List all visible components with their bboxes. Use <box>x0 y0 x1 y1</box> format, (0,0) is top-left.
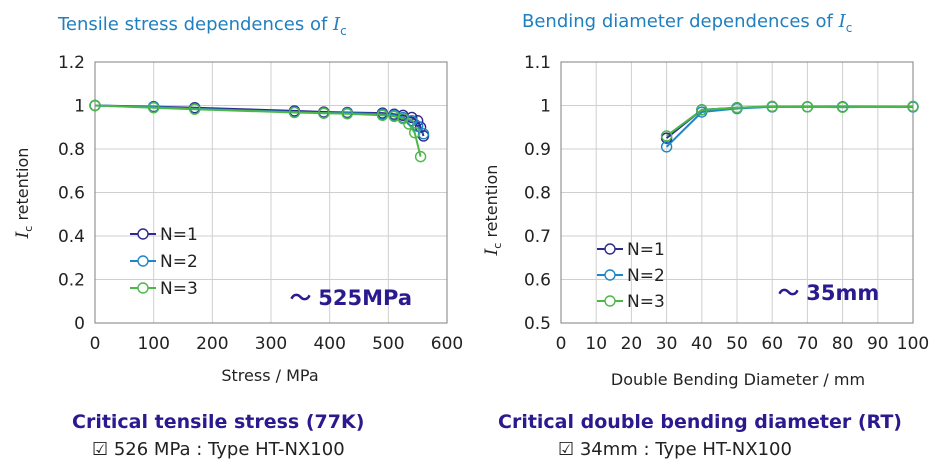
left-x-tick-label: 500 <box>372 334 404 354</box>
bending-diameter-chart: Bending diameter dependences of Ic 0.50.… <box>482 11 929 389</box>
left-legend-marker-3 <box>137 282 149 294</box>
left-y-tick-label: 0 <box>74 314 85 334</box>
left-legend-label-1: N=1 <box>160 225 198 245</box>
left-y-tick-label: 1 <box>74 97 85 117</box>
left-data-point-3 <box>376 109 389 121</box>
right-series-line-2 <box>665 105 913 148</box>
left-data-point-1 <box>406 111 418 124</box>
right-caption-heading: Critical double bending diameter (RT) <box>498 411 902 433</box>
left-y-tick-label: 0.2 <box>58 271 85 291</box>
left-data-point-2 <box>417 128 430 140</box>
right-y-tick-label: 0.5 <box>524 314 551 334</box>
left-x-tick-label: 300 <box>255 334 287 354</box>
left-x-tick-label: 600 <box>431 334 463 354</box>
right-data-point-3 <box>907 100 919 113</box>
right-y-tick-label: 0.9 <box>524 140 551 160</box>
right-plot-area: 0.5 0.6 0.7 0.8 0.9 1 1.1 0 10 20 30 40 50 60 70 80 90 10… <box>524 53 929 354</box>
right-legend-label-3: N=3 <box>627 292 665 312</box>
right-x-tick-label: 60 <box>761 334 783 354</box>
left-data-point-3 <box>189 103 201 115</box>
left-plot-area: 0 0.2 0.4 0.6 0.8 1 1.2 0 100 200 300 400 500 600 N=1 N… <box>58 53 463 354</box>
right-x-tick-label: 20 <box>621 334 643 354</box>
left-legend-marker-1 <box>137 228 149 240</box>
left-caption-heading: Critical tensile stress (77K) <box>72 411 364 433</box>
left-title-sub: c <box>340 24 347 38</box>
right-title-prefix: Bending diameter dependences of <box>522 11 839 32</box>
right-x-tick-label: 90 <box>867 334 889 354</box>
left-x-axis-label: Stress / MPa <box>221 366 318 385</box>
left-data-point-3 <box>409 126 421 139</box>
left-data-point-3 <box>147 101 160 114</box>
right-y-tick-label: 0.7 <box>524 227 551 247</box>
right-legend-marker-1 <box>604 243 616 255</box>
right-x-tick-label: 30 <box>656 334 678 354</box>
right-title-sub: c <box>846 21 853 35</box>
left-y-tick-label: 1.2 <box>58 53 85 73</box>
left-x-tick-label: 200 <box>196 334 228 354</box>
right-x-tick-label: 70 <box>797 334 819 354</box>
left-data-point-3 <box>403 118 415 130</box>
right-x-tick-label: 80 <box>832 334 854 354</box>
right-data-point-2 <box>660 141 673 153</box>
right-ylabel-rest: retention <box>482 165 501 243</box>
left-legend-marker-2 <box>137 255 149 267</box>
right-data-point-3 <box>731 101 743 114</box>
right-x-tick-label: 10 <box>585 334 607 354</box>
left-annotation: ～ 525MPa <box>290 286 412 310</box>
right-x-tick-label: 0 <box>556 334 567 354</box>
left-x-tick-label: 100 <box>137 334 169 354</box>
right-caption-detail: ☑ 34mm : Type HT-NX100 <box>558 439 792 460</box>
left-caption-detail: ☑ 526 MPa : Type HT-NX100 <box>92 439 345 460</box>
right-data-point-3 <box>766 100 778 113</box>
right-title-symbol: I <box>838 11 847 32</box>
left-data-point-3 <box>341 108 353 120</box>
right-legend-label-1: N=1 <box>627 240 665 260</box>
left-y-tick-label: 0.8 <box>58 140 85 160</box>
right-data-point-3 <box>696 104 708 116</box>
left-x-tick-label: 0 <box>90 334 101 354</box>
right-series-line-3 <box>666 105 914 137</box>
left-ylabel-symbol: I <box>13 231 33 239</box>
left-legend-label-3: N=3 <box>160 279 198 299</box>
right-data-point-3 <box>836 101 849 113</box>
left-title-prefix: Tensile stress dependences of <box>57 14 333 35</box>
right-x-tick-label: 100 <box>897 334 929 354</box>
left-y-tick-label: 0.6 <box>58 184 85 204</box>
right-ylabel-sub: c <box>491 243 504 249</box>
left-y-tick-label: 0.4 <box>58 227 85 247</box>
left-data-point-3 <box>318 107 330 119</box>
right-y-axis-label: Ic retention <box>482 165 504 257</box>
right-chart-title: Bending diameter dependences of Ic <box>522 11 852 35</box>
left-data-point-3 <box>288 106 301 119</box>
right-legend-marker-2 <box>604 269 616 281</box>
right-x-tick-label: 50 <box>726 334 748 354</box>
right-x-tick-label: 40 <box>691 334 713 354</box>
right-y-tick-label: 0.6 <box>524 271 551 291</box>
right-plot-frame <box>560 61 914 324</box>
left-ylabel-sub: c <box>22 226 35 232</box>
left-x-tick-label: 400 <box>313 334 345 354</box>
right-ylabel-symbol: I <box>482 248 502 256</box>
left-data-point-3 <box>414 150 427 163</box>
right-y-tick-label: 0.8 <box>524 184 551 204</box>
right-y-tick-label: 1.1 <box>524 53 551 73</box>
left-y-axis-label: Ic retention <box>13 148 35 240</box>
left-ylabel-rest: retention <box>13 148 32 226</box>
right-y-tick-label: 1 <box>540 97 551 117</box>
left-legend-label-2: N=2 <box>160 252 198 272</box>
right-annotation: ～ 35mm <box>778 281 879 305</box>
left-chart-title: Tensile stress dependences of Ic <box>57 14 347 38</box>
right-x-axis-label: Double Bending Diameter / mm <box>611 370 865 389</box>
right-data-point-3 <box>801 101 814 113</box>
tensile-stress-chart: Tensile stress dependences of Ic 0 0.2 0.4… <box>13 14 463 385</box>
right-data-point-3 <box>660 130 673 142</box>
left-plot-frame <box>94 61 448 324</box>
right-legend-label-2: N=2 <box>627 266 665 286</box>
left-title-symbol: I <box>332 14 341 35</box>
left-data-point-3 <box>89 99 101 112</box>
right-legend-marker-3 <box>604 295 616 307</box>
